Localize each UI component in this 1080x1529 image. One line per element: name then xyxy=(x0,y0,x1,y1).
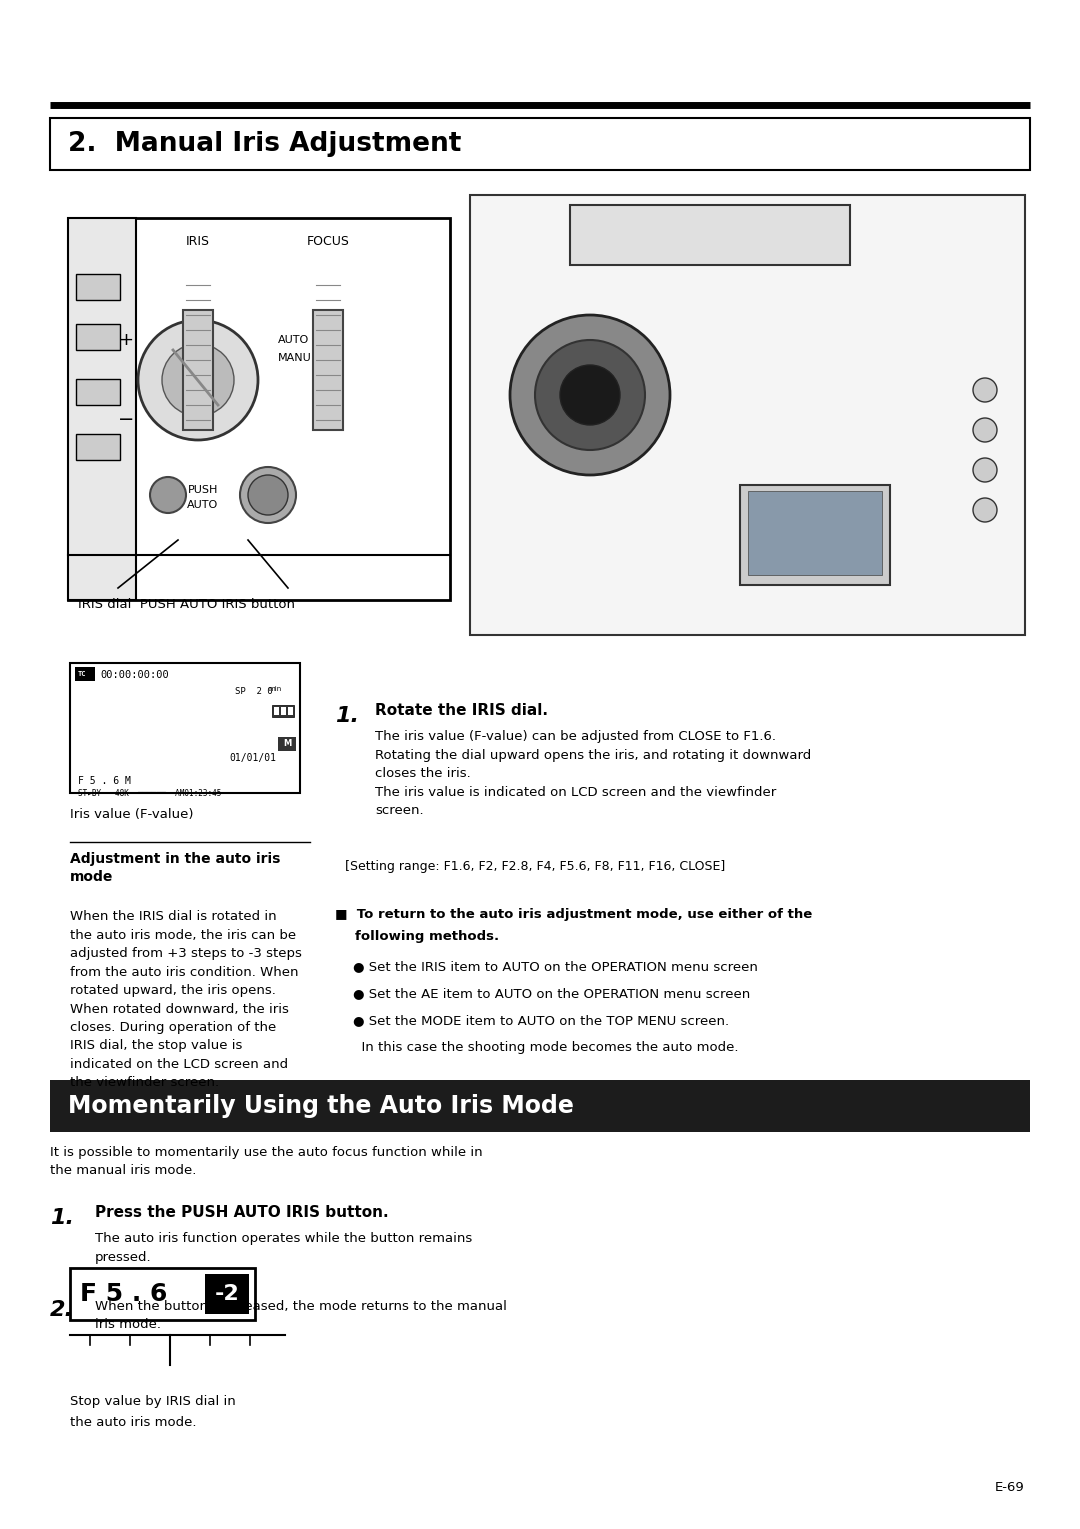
Text: min: min xyxy=(269,687,282,693)
Bar xyxy=(570,205,850,265)
Text: 01/01/01: 01/01/01 xyxy=(229,752,276,763)
Bar xyxy=(68,219,450,599)
Text: It is possible to momentarily use the auto focus function while in
the manual ir: It is possible to momentarily use the au… xyxy=(50,1147,483,1177)
Bar xyxy=(76,434,120,460)
Text: MANU: MANU xyxy=(278,353,312,362)
Circle shape xyxy=(150,477,186,514)
Text: E-69: E-69 xyxy=(996,1482,1025,1494)
Text: M: M xyxy=(283,740,292,749)
Text: 1.: 1. xyxy=(50,1208,75,1228)
Circle shape xyxy=(973,378,997,402)
Circle shape xyxy=(973,417,997,442)
Text: The auto iris function operates while the button remains
pressed.: The auto iris function operates while th… xyxy=(95,1232,472,1263)
Text: 1.: 1. xyxy=(335,706,359,726)
Circle shape xyxy=(240,466,296,523)
Text: Press the PUSH AUTO IRIS button.: Press the PUSH AUTO IRIS button. xyxy=(95,1205,389,1220)
Circle shape xyxy=(973,459,997,482)
Circle shape xyxy=(973,498,997,521)
Text: -2: -2 xyxy=(215,1284,240,1304)
Bar xyxy=(70,1268,255,1320)
Bar xyxy=(183,310,213,430)
Text: When the IRIS dial is rotated in
the auto iris mode, the iris can be
adjusted fr: When the IRIS dial is rotated in the aut… xyxy=(70,910,302,1090)
Bar xyxy=(278,737,296,751)
Text: the auto iris mode.: the auto iris mode. xyxy=(70,1416,197,1430)
Text: Adjustment in the auto iris
mode: Adjustment in the auto iris mode xyxy=(70,852,281,884)
Text: ● Set the AE item to AUTO on the OPERATION menu screen: ● Set the AE item to AUTO on the OPERATI… xyxy=(353,988,751,1000)
Bar xyxy=(70,664,300,794)
Bar xyxy=(76,324,120,350)
Text: [Setting range: F1.6, F2, F2.8, F4, F5.6, F8, F11, F16, CLOSE]: [Setting range: F1.6, F2, F2.8, F4, F5.6… xyxy=(345,859,726,873)
Text: Stop value by IRIS dial in: Stop value by IRIS dial in xyxy=(70,1394,235,1408)
Bar xyxy=(288,706,293,716)
Text: In this case the shooting mode becomes the auto mode.: In this case the shooting mode becomes t… xyxy=(353,1041,739,1053)
Text: Iris value (F-value): Iris value (F-value) xyxy=(70,807,193,821)
Text: IRIS dial  PUSH AUTO IRIS button: IRIS dial PUSH AUTO IRIS button xyxy=(78,598,295,612)
Circle shape xyxy=(535,339,645,450)
Text: PUSH: PUSH xyxy=(188,485,218,495)
Text: ■  To return to the auto iris adjustment mode, use either of the: ■ To return to the auto iris adjustment … xyxy=(335,908,812,920)
Bar xyxy=(313,310,343,430)
Bar xyxy=(272,705,294,717)
Bar xyxy=(281,706,286,716)
Text: AUTO: AUTO xyxy=(187,500,218,511)
Circle shape xyxy=(138,320,258,440)
Text: TC: TC xyxy=(78,671,86,677)
Bar xyxy=(748,491,882,575)
Text: FOCUS: FOCUS xyxy=(307,235,350,248)
Text: −: − xyxy=(118,410,134,430)
Bar xyxy=(76,379,120,405)
Text: 2.  Manual Iris Adjustment: 2. Manual Iris Adjustment xyxy=(68,131,461,157)
Bar xyxy=(50,1079,1030,1131)
Text: ● Set the IRIS item to AUTO on the OPERATION menu screen: ● Set the IRIS item to AUTO on the OPERA… xyxy=(353,960,758,972)
Bar xyxy=(274,706,279,716)
Text: following methods.: following methods. xyxy=(355,930,499,943)
Circle shape xyxy=(561,365,620,425)
Text: 00:00:00:00: 00:00:00:00 xyxy=(100,670,168,680)
Text: Momentarily Using the Auto Iris Mode: Momentarily Using the Auto Iris Mode xyxy=(68,1095,573,1118)
Bar xyxy=(75,667,95,680)
Text: Rotate the IRIS dial.: Rotate the IRIS dial. xyxy=(375,703,548,719)
Text: ● Set the MODE item to AUTO on the TOP MENU screen.: ● Set the MODE item to AUTO on the TOP M… xyxy=(353,1014,729,1027)
Text: AUTO: AUTO xyxy=(278,335,309,346)
Text: F 5 . 6: F 5 . 6 xyxy=(80,1281,167,1306)
Text: ST▸BY   48K  ══════  AM01:23:45: ST▸BY 48K ══════ AM01:23:45 xyxy=(78,789,221,798)
Circle shape xyxy=(510,315,670,476)
Bar xyxy=(50,118,1030,170)
Circle shape xyxy=(248,476,288,515)
Bar xyxy=(205,1274,249,1313)
Text: When the button is released, the mode returns to the manual
iris mode.: When the button is released, the mode re… xyxy=(95,1300,507,1332)
Circle shape xyxy=(162,344,234,416)
Bar xyxy=(740,485,890,586)
Text: SP  2 0: SP 2 0 xyxy=(235,687,272,696)
Text: +: + xyxy=(119,330,134,349)
Bar xyxy=(76,274,120,300)
Text: 2.: 2. xyxy=(50,1300,75,1320)
Bar xyxy=(470,196,1025,635)
Bar xyxy=(68,219,136,599)
Text: IRIS: IRIS xyxy=(186,235,210,248)
Text: F 5 . 6 M: F 5 . 6 M xyxy=(78,777,131,786)
Text: The iris value (F-value) can be adjusted from CLOSE to F1.6.
Rotating the dial u: The iris value (F-value) can be adjusted… xyxy=(375,729,811,816)
